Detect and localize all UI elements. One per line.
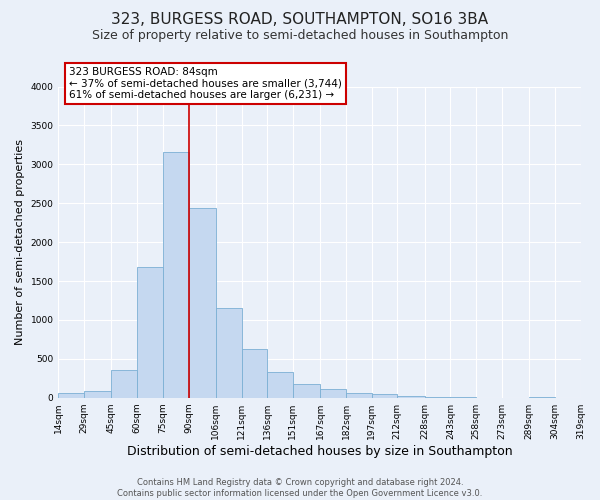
Bar [188,208,216,398]
Bar [112,370,137,398]
Bar [242,348,267,398]
Bar [293,384,320,398]
Bar [320,389,346,398]
Bar [397,396,425,398]
Bar [425,397,451,398]
Text: Size of property relative to semi-detached houses in Southampton: Size of property relative to semi-detach… [92,29,508,42]
Text: 323 BURGESS ROAD: 84sqm
← 37% of semi-detached houses are smaller (3,744)
61% of: 323 BURGESS ROAD: 84sqm ← 37% of semi-de… [68,67,341,100]
Bar [267,372,293,398]
Bar [137,267,163,398]
Y-axis label: Number of semi-detached properties: Number of semi-detached properties [15,139,25,345]
Bar [346,393,371,398]
Bar [163,152,188,398]
Bar [529,396,555,398]
Bar [58,394,84,398]
Text: Contains HM Land Registry data © Crown copyright and database right 2024.
Contai: Contains HM Land Registry data © Crown c… [118,478,482,498]
X-axis label: Distribution of semi-detached houses by size in Southampton: Distribution of semi-detached houses by … [127,444,512,458]
Bar [84,392,112,398]
Bar [216,308,242,398]
Text: 323, BURGESS ROAD, SOUTHAMPTON, SO16 3BA: 323, BURGESS ROAD, SOUTHAMPTON, SO16 3BA [112,12,488,28]
Bar [371,394,397,398]
